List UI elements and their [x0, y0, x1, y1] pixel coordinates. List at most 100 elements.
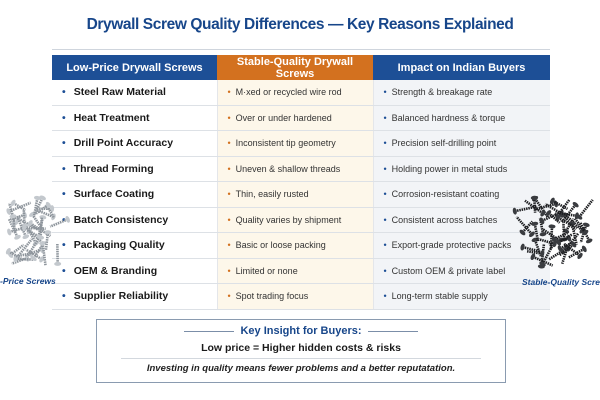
bullet-icon: •	[227, 265, 231, 276]
factor-cell: • Batch Consistency	[52, 207, 218, 233]
cell-text: Steel Raw Material	[73, 86, 166, 99]
screw-icon	[530, 253, 554, 267]
bullet-icon: •	[383, 189, 387, 200]
cell-text: Surface Coating	[73, 188, 155, 201]
screw-icon	[515, 215, 535, 238]
impact-cell: • Balanced hardness & torque	[373, 105, 550, 131]
cell-text: OEM & Branding	[73, 264, 158, 277]
cell-text: Basic or loose packing	[235, 240, 326, 251]
screw-icon	[524, 199, 546, 217]
low-price-cell: • Thin, easily rusted	[217, 181, 374, 208]
bullet-icon: •	[227, 240, 231, 251]
insight-main: Low price = Higher hidden costs & risks	[121, 342, 481, 359]
factor-cell: • Heat Treatment	[52, 105, 218, 131]
low-price-cell: • Inconsistent tip geometry	[217, 130, 374, 157]
cell-text: Thin, easily rusted	[235, 189, 309, 200]
screw-icon	[555, 211, 579, 220]
cell-text: Uneven & shallow threads	[235, 163, 341, 174]
impact-cell: • Precision self-drilling point	[373, 130, 550, 157]
impact-cell: • Strength & breakage rate	[373, 80, 550, 106]
cell-text: Thread Forming	[73, 162, 154, 175]
header-stable-quality: Stable-Quality Drywall Screws	[217, 55, 373, 80]
screw-icon	[538, 237, 557, 248]
stable-quality-screws-image	[512, 195, 594, 269]
divider	[367, 330, 418, 332]
screw-icon	[539, 213, 557, 225]
table-header-row: Low-Price Drywall Screws Stable-Quality …	[52, 55, 550, 80]
cell-text: Quality varies by shipment	[235, 214, 342, 225]
cell-text: Corrosion-resistant coating	[391, 189, 500, 200]
screw-icon	[30, 244, 44, 261]
table-row: • Surface Coating • Thin, easily rusted • Cor…	[52, 181, 550, 208]
insight-title-row: Key Insight for Buyers:	[97, 325, 505, 337]
screw-icon	[35, 201, 52, 215]
cell-text: Batch Consistency	[73, 213, 169, 226]
cell-text: Precision self-drilling point	[391, 138, 497, 149]
factor-cell: • Packaging Quality	[52, 232, 218, 259]
screw-icon	[568, 245, 587, 259]
table-row: • Steel Raw Material • M·xed or recycled wi…	[52, 80, 550, 106]
screw-icon	[5, 248, 22, 260]
table-row: • Drill Point Accuracy • Inconsistent tip g…	[52, 130, 550, 157]
cell-text: Export-grade protective packs	[391, 240, 512, 251]
screw-icon	[32, 195, 41, 217]
bullet-icon: •	[227, 87, 231, 98]
low-price-cell: • Over or under hardened	[217, 105, 374, 131]
bullet-icon: •	[383, 112, 387, 123]
table-row: • Batch Consistency • Quality varies by shi…	[52, 207, 550, 233]
low-price-cell: • Uneven & shallow threads	[217, 156, 374, 182]
low-price-cell: • Quality varies by shipment	[217, 207, 374, 233]
cell-text: Strength & breakage rate	[391, 87, 493, 98]
bullet-icon: •	[383, 138, 387, 149]
screw-icon	[530, 195, 538, 213]
stable-quality-screws-caption: Stable-Quality Screws	[522, 277, 600, 287]
screw-icon	[26, 234, 43, 258]
divider	[52, 49, 550, 50]
screw-icon	[526, 249, 545, 258]
cell-text: Limited or none	[235, 265, 298, 276]
low-price-cell: • M·xed or recycled wire rod	[217, 80, 374, 106]
screw-icon	[531, 221, 540, 242]
bullet-icon: •	[62, 111, 66, 124]
bullet-icon: •	[383, 87, 387, 98]
comparison-table: Low-Price Drywall Screws Stable-Quality …	[52, 55, 550, 310]
bullet-icon: •	[62, 86, 66, 99]
cell-text: Consistent across batches	[391, 214, 498, 225]
low-price-screws-image	[5, 195, 70, 266]
cell-text: Heat Treatment	[73, 111, 150, 124]
cell-text: Packaging Quality	[73, 239, 165, 252]
cell-text: Balanced hardness & torque	[391, 112, 506, 123]
key-insight-box: Key Insight for Buyers: Low price = High…	[96, 319, 506, 383]
factor-cell: • OEM & Branding	[52, 258, 218, 284]
table-row: • Heat Treatment • Over or under hardened • B…	[52, 105, 550, 131]
bullet-icon: •	[383, 291, 387, 302]
insight-sub: Investing in quality means fewer problem…	[146, 363, 456, 374]
cell-text: Long-term stable supply	[391, 291, 488, 302]
divider	[184, 330, 235, 332]
bullet-icon: •	[62, 290, 66, 303]
cell-text: Supplier Reliability	[73, 290, 169, 303]
factor-cell: • Surface Coating	[52, 181, 218, 208]
table-row: • Supplier Reliability • Spot trading focus…	[52, 283, 550, 310]
bullet-icon: •	[227, 138, 231, 149]
screw-icon	[29, 211, 46, 233]
cell-text: Over or under hardened	[235, 112, 332, 123]
factor-cell: • Supplier Reliability	[52, 283, 218, 310]
screw-icon	[539, 244, 554, 267]
screw-icon	[557, 241, 574, 252]
screw-icon	[519, 220, 534, 236]
table-row: • Packaging Quality • Basic or loose packin…	[52, 232, 550, 259]
impact-cell: • Export-grade protective packs	[373, 232, 550, 259]
bullet-icon: •	[383, 240, 387, 251]
screw-icon	[545, 210, 561, 224]
screw-icon	[16, 216, 30, 240]
bullet-icon: •	[227, 189, 231, 200]
bullet-icon: •	[62, 264, 66, 277]
screw-icon	[39, 241, 47, 266]
bullet-icon: •	[62, 162, 66, 175]
bullet-icon: •	[227, 163, 231, 174]
bullet-icon: •	[62, 137, 66, 150]
bullet-icon: •	[227, 291, 231, 302]
impact-cell: • Long-term stable supply	[373, 283, 550, 310]
table-row: • Thread Forming • Uneven & shallow threads…	[52, 156, 550, 182]
